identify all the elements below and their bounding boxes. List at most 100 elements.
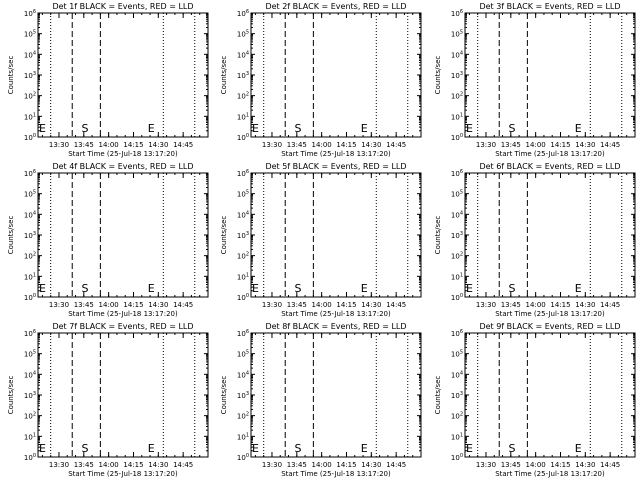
y-axis-label: Counts/sec [434, 216, 442, 255]
plot-frame [250, 332, 422, 458]
y-tick-label: 101 [24, 112, 36, 121]
y-tick-label: 104 [24, 50, 36, 59]
x-tick-label: 14:00 [526, 461, 546, 469]
x-axis-label: Start Time (25-Jul-18 13:17:20) [68, 310, 178, 318]
event-marker: E [361, 282, 368, 295]
x-axis-label: Start Time (25-Jul-18 13:17:20) [495, 310, 605, 318]
detector-panel: Det 2f BLACK = Events, RED = LLD 100 101 10… [220, 2, 422, 158]
y-tick-label: 105 [237, 190, 249, 199]
x-tick-label: 14:15 [336, 301, 356, 309]
x-tick-label: 13:30 [262, 301, 282, 309]
y-tick-label: 101 [24, 432, 36, 441]
y-tick-label: 105 [451, 350, 463, 359]
y-tick-label: 106 [451, 9, 463, 18]
x-tick-label: 14:00 [526, 301, 546, 309]
event-marker: E [39, 282, 46, 295]
y-tick-label: 103 [451, 71, 463, 80]
y-tick-label: 103 [451, 231, 463, 240]
detector-panel: Det 9f BLACK = Events, RED = LLD 100 101 10… [434, 322, 636, 478]
panel-title: Det 5f BLACK = Events, RED = LLD [265, 162, 406, 171]
y-tick-label: 100 [451, 133, 463, 142]
y-tick-label: 102 [237, 412, 249, 421]
y-tick-label: 101 [451, 272, 463, 281]
y-axis-label: Counts/sec [220, 56, 228, 95]
panel-title: Det 4f BLACK = Events, RED = LLD [52, 162, 193, 171]
y-tick-label: 103 [451, 391, 463, 400]
x-tick-label: 13:45 [501, 461, 521, 469]
y-tick-label: 103 [237, 71, 249, 80]
y-tick-label: 105 [451, 30, 463, 39]
event-marker: S [295, 282, 302, 295]
x-tick-label: 14:00 [312, 461, 332, 469]
x-tick-label: 14:30 [575, 141, 595, 149]
x-tick-label: 14:45 [386, 461, 406, 469]
event-marker: E [575, 282, 582, 295]
y-tick-label: 104 [24, 210, 36, 219]
plot-frame [37, 12, 209, 138]
y-tick-label: 100 [451, 293, 463, 302]
x-tick-label: 14:15 [336, 461, 356, 469]
y-tick-label: 106 [451, 329, 463, 338]
event-marker: S [295, 442, 302, 455]
x-tick-label: 14:45 [386, 301, 406, 309]
x-tick-label: 14:00 [312, 301, 332, 309]
x-axis-label: Start Time (25-Jul-18 13:17:20) [281, 310, 391, 318]
x-tick-label: 13:45 [74, 141, 94, 149]
y-axis-label: Counts/sec [434, 56, 442, 95]
event-marker: E [575, 122, 582, 135]
x-tick-label: 13:45 [287, 461, 307, 469]
y-axis-label: Counts/sec [220, 376, 228, 415]
y-tick-label: 103 [24, 231, 36, 240]
event-marker: E [148, 122, 155, 135]
x-tick-label: 13:30 [262, 141, 282, 149]
y-tick-label: 106 [237, 329, 249, 338]
x-tick-label: 13:45 [74, 461, 94, 469]
y-tick-label: 105 [237, 30, 249, 39]
y-tick-label: 104 [237, 210, 249, 219]
y-axis-label: Counts/sec [220, 216, 228, 255]
x-tick-label: 14:45 [386, 141, 406, 149]
panel-title: Det 9f BLACK = Events, RED = LLD [479, 322, 620, 331]
event-marker: E [39, 442, 46, 455]
event-marker: E [361, 122, 368, 135]
x-tick-label: 13:30 [262, 461, 282, 469]
y-tick-label: 103 [24, 391, 36, 400]
y-tick-label: 105 [24, 350, 36, 359]
event-marker: E [466, 122, 473, 135]
y-tick-label: 103 [237, 231, 249, 240]
detector-panel: Det 8f BLACK = Events, RED = LLD 100 101 10… [220, 322, 422, 478]
x-tick-label: 14:30 [575, 301, 595, 309]
detector-panel: Det 1f BLACK = Events, RED = LLD 100 101 10… [7, 2, 209, 158]
x-tick-label: 14:15 [550, 141, 570, 149]
x-tick-label: 13:45 [287, 141, 307, 149]
x-tick-label: 14:45 [173, 461, 193, 469]
y-tick-label: 101 [451, 432, 463, 441]
y-tick-label: 100 [451, 453, 463, 462]
y-axis-label: Counts/sec [7, 216, 15, 255]
plot-frame [37, 332, 209, 458]
x-tick-label: 13:30 [476, 301, 496, 309]
panel-title: Det 1f BLACK = Events, RED = LLD [52, 2, 193, 11]
y-tick-label: 101 [24, 272, 36, 281]
y-tick-label: 102 [451, 412, 463, 421]
y-tick-label: 105 [24, 190, 36, 199]
x-tick-label: 13:45 [74, 301, 94, 309]
x-tick-label: 14:30 [148, 461, 168, 469]
x-tick-label: 14:15 [123, 141, 143, 149]
x-tick-label: 14:00 [312, 141, 332, 149]
y-tick-label: 106 [24, 169, 36, 178]
event-marker: S [509, 122, 516, 135]
x-tick-label: 13:45 [287, 301, 307, 309]
panel-title: Det 3f BLACK = Events, RED = LLD [479, 2, 620, 11]
detector-panel: Det 3f BLACK = Events, RED = LLD 100 101 10… [434, 2, 636, 158]
x-tick-label: 14:00 [99, 141, 119, 149]
y-tick-label: 102 [451, 252, 463, 261]
event-marker: E [466, 282, 473, 295]
y-tick-label: 105 [24, 30, 36, 39]
x-tick-label: 14:45 [173, 141, 193, 149]
event-marker: S [82, 122, 89, 135]
x-tick-label: 13:45 [501, 301, 521, 309]
y-axis-label: Counts/sec [7, 376, 15, 415]
x-tick-label: 14:15 [336, 141, 356, 149]
x-tick-label: 14:00 [99, 301, 119, 309]
